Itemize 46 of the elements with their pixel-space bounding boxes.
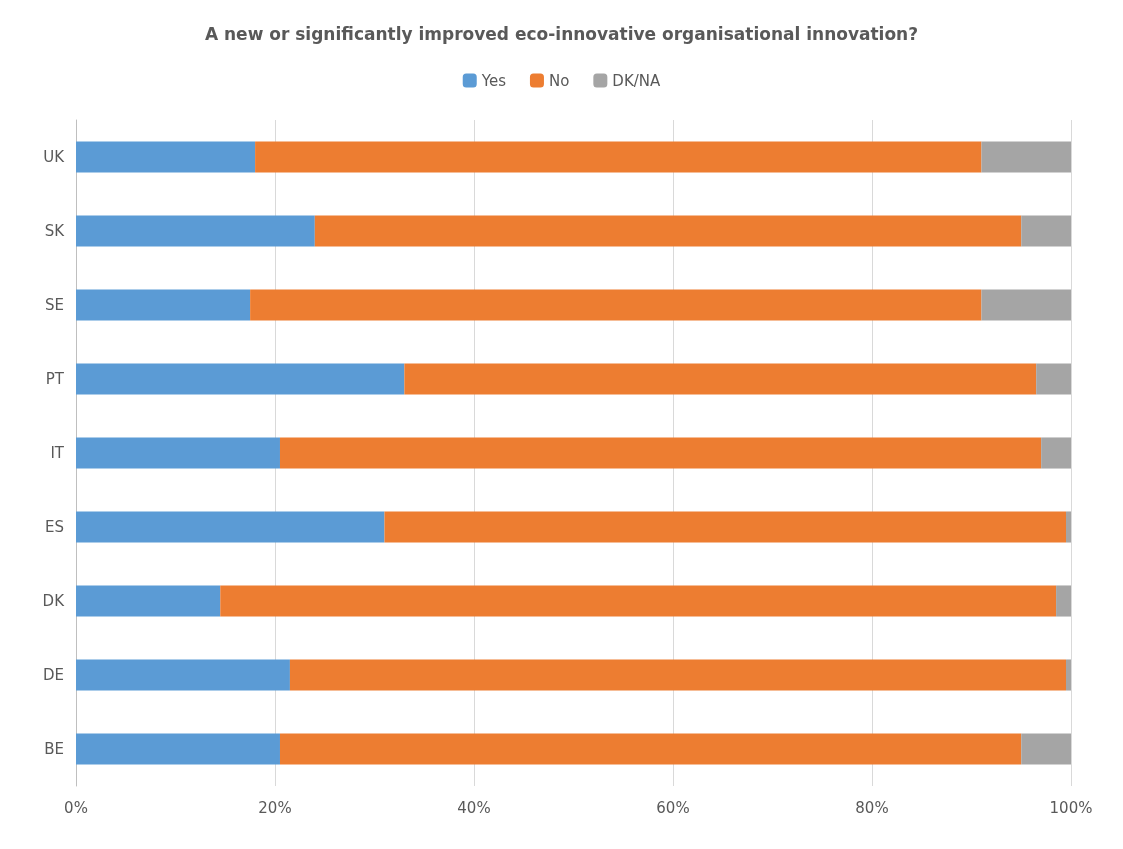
- bar: [76, 733, 280, 765]
- bar: [981, 141, 1071, 173]
- bar: [76, 289, 251, 321]
- bar: [76, 585, 221, 617]
- bar: [1036, 363, 1071, 395]
- y-tick-label: ES: [45, 518, 64, 536]
- bar: [314, 215, 1022, 247]
- bar: [1056, 585, 1071, 617]
- x-tick-label: 100%: [1049, 798, 1093, 817]
- bar: [76, 215, 315, 247]
- bar: [289, 659, 1067, 691]
- y-tick-label: PT: [45, 370, 65, 388]
- y-tick-label: SK: [44, 222, 66, 240]
- x-tick-label: 0%: [64, 798, 88, 817]
- bar: [981, 289, 1071, 321]
- y-tick-label: SE: [45, 296, 64, 314]
- bar: [76, 659, 290, 691]
- bar: [1066, 659, 1071, 691]
- bar: [1066, 511, 1071, 543]
- y-tick-label: BE: [44, 740, 64, 758]
- bar: [255, 141, 982, 173]
- bar: [76, 511, 385, 543]
- bar: [1041, 437, 1071, 469]
- x-tick-label: 20%: [258, 798, 292, 817]
- bar: [404, 363, 1037, 395]
- x-tick-label: 40%: [457, 798, 491, 817]
- bar: [279, 733, 1022, 765]
- y-tick-label: UK: [43, 148, 66, 166]
- bar: [250, 289, 982, 321]
- bar: [76, 437, 280, 469]
- bar: [1021, 215, 1071, 247]
- bar: [76, 363, 405, 395]
- x-tick-label: 60%: [656, 798, 690, 817]
- y-tick-label: DK: [42, 592, 66, 610]
- y-tick-label: DE: [42, 666, 64, 684]
- bar: [384, 511, 1067, 543]
- bar: [220, 585, 1057, 617]
- chart-title: A new or significantly improved eco-innovative organisational innovation?: [204, 23, 919, 44]
- bar: [279, 437, 1042, 469]
- y-tick-label: IT: [50, 444, 65, 462]
- x-tick-label: 80%: [855, 798, 889, 817]
- legend-label: No: [548, 71, 570, 90]
- bar: [1021, 733, 1071, 765]
- legend-label: DK/NA: [612, 71, 662, 90]
- bar: [76, 141, 256, 173]
- legend-label: Yes: [480, 71, 507, 90]
